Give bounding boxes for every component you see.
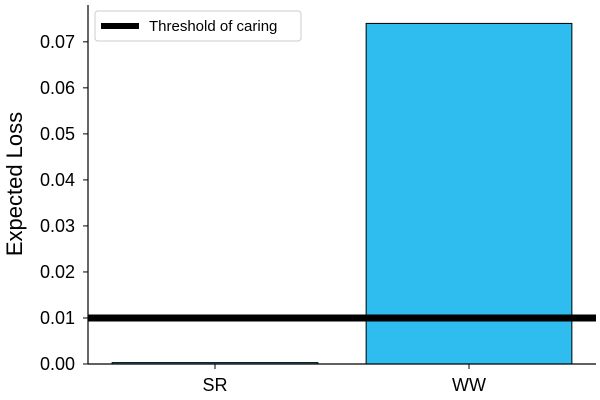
y-tick-label: 0.06 bbox=[40, 78, 75, 98]
y-tick-label: 0.04 bbox=[40, 170, 75, 190]
y-tick-label: 0.01 bbox=[40, 308, 75, 328]
x-tick-label: WW bbox=[452, 375, 486, 395]
y-ticks: 0.00 0.01 0.02 0.03 0.04 0.05 0.06 0.07 bbox=[40, 32, 88, 374]
bar-ww bbox=[365, 22, 573, 365]
y-tick-label: 0.05 bbox=[40, 124, 75, 144]
y-axis-title: Expected Loss bbox=[2, 112, 27, 256]
bars-layer bbox=[111, 22, 573, 365]
x-ticks: SR WW bbox=[202, 364, 486, 395]
y-tick-label: 0.03 bbox=[40, 216, 75, 236]
legend-threshold-label: Threshold of caring bbox=[149, 18, 277, 35]
legend: Threshold of caring bbox=[94, 10, 302, 42]
y-tick-label: 0.07 bbox=[40, 32, 75, 52]
y-tick-label: 0.02 bbox=[40, 262, 75, 282]
y-tick-label: 0.00 bbox=[40, 354, 75, 374]
x-tick-label: SR bbox=[202, 375, 227, 395]
legend-frame bbox=[94, 10, 302, 42]
